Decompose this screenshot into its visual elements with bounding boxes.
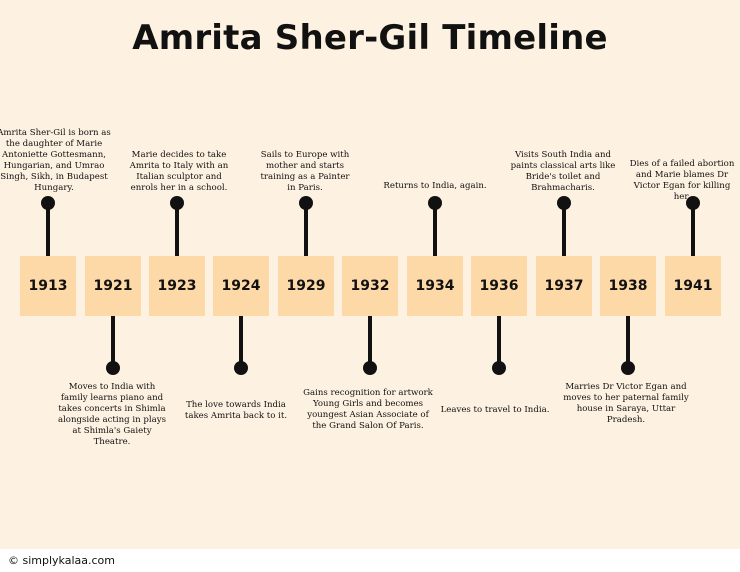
event-text-1934: Returns to India, again. (383, 181, 487, 191)
connector-line-1932 (368, 316, 372, 368)
marker-dot-1929 (299, 196, 313, 210)
year-box-1937: 1937 (536, 256, 592, 316)
marker-dot-1923 (170, 196, 184, 210)
year-box-1936: 1936 (471, 256, 527, 316)
event-text-1936: Leaves to travel to India. (440, 405, 550, 415)
marker-dot-1932 (363, 361, 377, 375)
connector-line-1934 (433, 203, 437, 256)
connector-line-1913 (46, 203, 50, 256)
year-box-1934: 1934 (407, 256, 463, 316)
year-box-1923: 1923 (149, 256, 205, 316)
year-box-1941: 1941 (665, 256, 721, 316)
marker-dot-1938 (621, 361, 635, 375)
marker-dot-1913 (41, 196, 55, 210)
marker-dot-1941 (686, 196, 700, 210)
marker-dot-1924 (234, 361, 248, 375)
marker-dot-1934 (428, 196, 442, 210)
event-text-1941: Dies of a failed abortion and Marie blam… (629, 159, 735, 202)
connector-line-1936 (497, 316, 501, 368)
year-box-1913: 1913 (20, 256, 76, 316)
connector-line-1929 (304, 203, 308, 256)
year-box-1921: 1921 (85, 256, 141, 316)
year-box-1938: 1938 (600, 256, 656, 316)
event-text-1938: Marries Dr Victor Egan and moves to her … (563, 382, 689, 425)
connector-line-1921 (111, 316, 115, 368)
marker-dot-1936 (492, 361, 506, 375)
year-box-1929: 1929 (278, 256, 334, 316)
connector-line-1924 (239, 316, 243, 368)
event-text-1913: Amrita Sher-Gil is born as the daughter … (0, 128, 111, 193)
timeline-canvas: Amrita Sher-Gil Timeline 1913 1921 1923 … (0, 0, 740, 549)
connector-line-1923 (175, 203, 179, 256)
connector-line-1941 (691, 203, 695, 256)
marker-dot-1937 (557, 196, 571, 210)
copyright-footer: © simplykalaa.com (8, 554, 115, 567)
event-text-1924: The love towards India takes Amrita back… (184, 400, 288, 421)
page-title: Amrita Sher-Gil Timeline (132, 18, 608, 58)
event-text-1921: Moves to India with family learns piano … (57, 382, 167, 447)
event-text-1937: Visits South India and paints classical … (510, 150, 616, 193)
year-box-1924: 1924 (213, 256, 269, 316)
connector-line-1937 (562, 203, 566, 256)
marker-dot-1921 (106, 361, 120, 375)
event-text-1923: Marie decides to take Amrita to Italy wi… (129, 150, 229, 193)
connector-line-1938 (626, 316, 630, 368)
event-text-1932: Gains recognition for artwork Young Girl… (303, 388, 433, 431)
event-text-1929: Sails to Europe with mother and starts t… (260, 150, 350, 193)
year-box-1932: 1932 (342, 256, 398, 316)
